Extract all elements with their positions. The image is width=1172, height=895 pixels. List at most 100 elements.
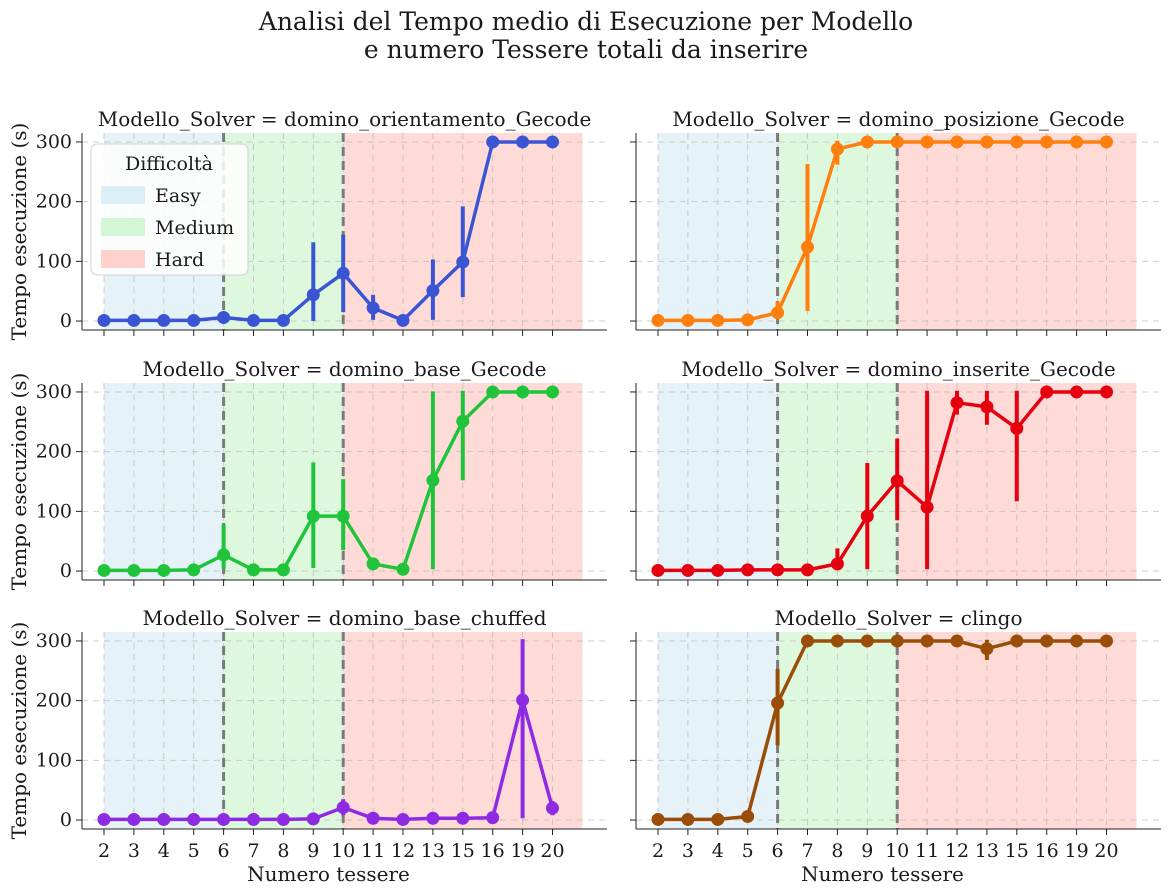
x-tick-label: 15 <box>1005 840 1029 862</box>
data-point <box>1010 421 1024 435</box>
series-line <box>104 390 553 573</box>
data-point <box>546 135 559 149</box>
data-point <box>276 563 290 577</box>
data-point <box>157 563 171 577</box>
data-point <box>1100 385 1113 399</box>
data-point <box>920 634 934 648</box>
data-point <box>980 135 994 149</box>
data-point <box>456 414 470 428</box>
legend-label-easy: Easy <box>155 185 201 207</box>
data-point <box>366 301 380 315</box>
legend-swatch-hard <box>101 250 145 268</box>
x-tick-label: 19 <box>511 840 535 862</box>
data-point <box>516 135 530 149</box>
data-point <box>771 563 785 577</box>
data-point <box>217 310 231 324</box>
data-point <box>1010 634 1024 648</box>
x-tick-label: 8 <box>831 840 843 862</box>
series-line <box>104 140 553 323</box>
data-point <box>980 400 994 414</box>
data-point <box>247 812 260 826</box>
data-point <box>771 306 785 320</box>
data-point <box>920 135 934 149</box>
data-point <box>741 313 755 327</box>
panel-3: 0 100 200 300 Modello_Solver = domino_base_G… <box>7 357 607 590</box>
data-point <box>651 313 665 327</box>
band-hard <box>897 133 1137 330</box>
data-point <box>276 313 290 327</box>
chart-title-line-1: Analisi del Tempo medio di Esecuzione pe… <box>258 7 913 36</box>
data-point <box>306 288 320 302</box>
data-point <box>516 693 530 707</box>
data-point <box>187 812 201 826</box>
data-point <box>920 500 934 514</box>
chart-title-line-2: e numero Tessere totali da inserire <box>364 35 808 64</box>
x-tick-label: 11 <box>915 840 939 862</box>
x-tick-label: 2 <box>652 840 664 862</box>
y-tick-label: 0 <box>60 809 72 831</box>
x-tick-label: 7 <box>247 840 259 862</box>
y-tick-label: 0 <box>60 310 72 332</box>
y-axis-label: Tempo esecuzione (s) <box>7 373 31 591</box>
data-point <box>127 313 141 327</box>
data-point <box>187 313 201 327</box>
x-tick-label: 6 <box>218 840 230 862</box>
data-point <box>1070 634 1084 648</box>
data-point <box>336 801 350 815</box>
x-axis-label: Numero tessere <box>801 862 964 886</box>
data-point <box>801 563 814 577</box>
data-point <box>830 634 844 648</box>
data-point <box>711 313 725 327</box>
data-point <box>306 812 320 826</box>
series-line <box>104 698 555 822</box>
x-tick-label: 15 <box>451 840 475 862</box>
legend-swatch-medium <box>101 218 145 236</box>
data-point <box>456 811 470 825</box>
y-tick-label: 200 <box>36 191 72 213</box>
panel-6: 2 3 4 5 6 7 8 9 10 11 12 13 15 16 19 20 Modello_Solver =… <box>630 606 1161 886</box>
panel-title: Modello_Solver = domino_base_Gecode <box>143 357 547 381</box>
data-point <box>1010 135 1024 149</box>
x-tick-label: 20 <box>1094 840 1118 862</box>
y-tick-label: 300 <box>36 131 72 153</box>
data-point <box>486 811 500 825</box>
data-point <box>396 812 410 826</box>
band-easy <box>104 383 224 580</box>
data-point <box>1040 385 1054 399</box>
data-point <box>157 812 171 826</box>
data-point <box>950 396 964 410</box>
panel-title: Modello_Solver = domino_posizione_Gecode <box>672 107 1124 131</box>
x-tick-label: 13 <box>421 840 445 862</box>
y-tick-label: 300 <box>36 630 72 652</box>
data-point <box>486 135 500 149</box>
data-point <box>486 385 500 399</box>
y-tick-label: 100 <box>36 749 72 771</box>
x-tick-label: 12 <box>945 840 969 862</box>
y-tick-label: 200 <box>36 441 72 463</box>
x-tick-label: 6 <box>772 840 784 862</box>
data-point <box>1100 634 1113 648</box>
data-point <box>741 563 755 577</box>
y-tick-label: 200 <box>36 690 72 712</box>
data-point <box>97 313 111 327</box>
data-point <box>426 473 440 487</box>
y-axis-label: Tempo esecuzione (s) <box>7 123 31 341</box>
data-point <box>426 811 440 825</box>
data-point <box>651 563 665 577</box>
data-point <box>217 812 231 826</box>
data-point <box>801 634 814 648</box>
data-point <box>681 313 695 327</box>
legend-box <box>90 143 249 276</box>
panel-2: Modello_Solver = domino_posizione_Gecode <box>630 107 1161 336</box>
band-easy <box>658 133 778 330</box>
data-point <box>247 313 260 327</box>
band-medium <box>777 383 898 580</box>
band-medium <box>777 133 898 330</box>
data-point <box>1100 135 1113 149</box>
data-point <box>950 634 964 648</box>
data-point <box>516 385 530 399</box>
x-axis-label: Numero tessere <box>247 862 410 886</box>
x-tick-label: 19 <box>1065 840 1089 862</box>
